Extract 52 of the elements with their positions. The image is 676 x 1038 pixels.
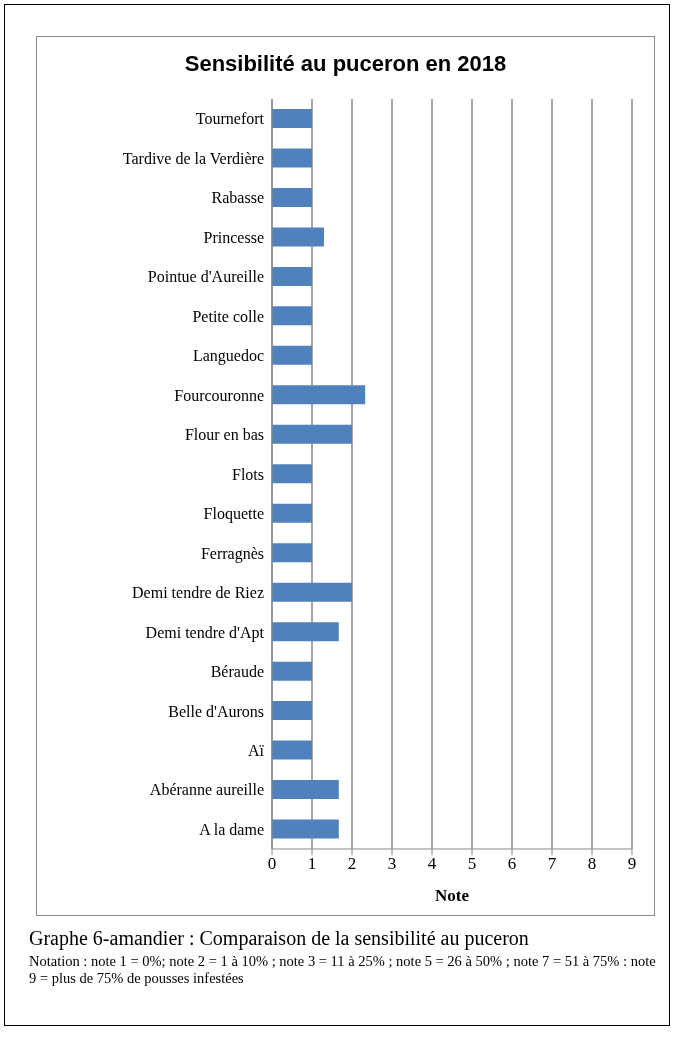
bar [272,661,312,681]
y-tick-label: Aï [248,742,265,759]
x-tick-label: 3 [387,854,397,874]
y-tick-label: A la dame [199,820,264,838]
bar [272,543,312,563]
y-tick-label: Princesse [203,228,264,246]
bar [272,424,352,444]
y-tick-label: Demi tendre de Riez [132,584,264,602]
y-tick-label: Béraude [210,663,264,681]
x-tick-label: 2 [347,854,357,874]
x-tick-label: 4 [427,854,437,874]
bar [272,345,312,365]
bar [272,464,312,484]
y-tick-label: Belle d'Aurons [168,702,264,720]
y-tick-label: Flour en bas [184,426,264,444]
bar [272,819,339,839]
x-tick-label: 6 [507,854,517,874]
x-axis-title: Note [435,886,470,905]
y-tick-label: Fourcouronne [174,386,264,404]
y-tick-label: Tournefort [195,110,265,128]
y-tick-label: Tardive de la Verdière [122,149,264,167]
y-tick-label: Pointue d'Aureille [147,268,264,286]
bar [272,266,312,286]
x-tick-label: 7 [547,854,557,874]
x-tick-label: 0 [267,854,277,874]
x-tick-label: 8 [587,854,597,874]
y-tick-label: Rabasse [211,189,264,207]
y-tick-label: Floquette [203,505,264,524]
x-tick-label: 5 [467,854,477,874]
y-tick-label: Ferragnès [200,544,264,563]
x-tick-label: 9 [627,854,637,874]
chart-title: Sensibilité au puceron en 2018 [183,51,508,78]
bar [272,385,366,405]
bar [272,306,312,326]
y-tick-label: Languedoc [192,347,264,366]
bar [272,582,352,602]
bar [272,109,312,128]
bar [272,622,339,642]
y-tick-label: Demi tendre d'Apt [145,623,265,642]
bar [272,503,312,523]
x-tick-label: 1 [307,854,317,874]
y-tick-label: Petite colle [192,307,264,325]
bar [272,227,324,247]
bar [272,701,312,721]
y-tick-label: Flots [231,465,264,483]
bar [272,740,312,760]
bar [272,780,339,800]
bar [272,187,312,207]
text: Graphe 6-amandier : Comparaison de la sensibilité au puceron [29,926,530,951]
bar [272,148,312,168]
text: Notation : note 1 = 0%; note 2 = 1 à 10% ; note 3 = 11 à 25% ; note 5 = 26 à 50% ; note 7 = 51 à 75% : note 9 = plus de 75% de pousses infestées [29,953,657,987]
y-tick-label: Abéranne aureille [149,781,264,799]
